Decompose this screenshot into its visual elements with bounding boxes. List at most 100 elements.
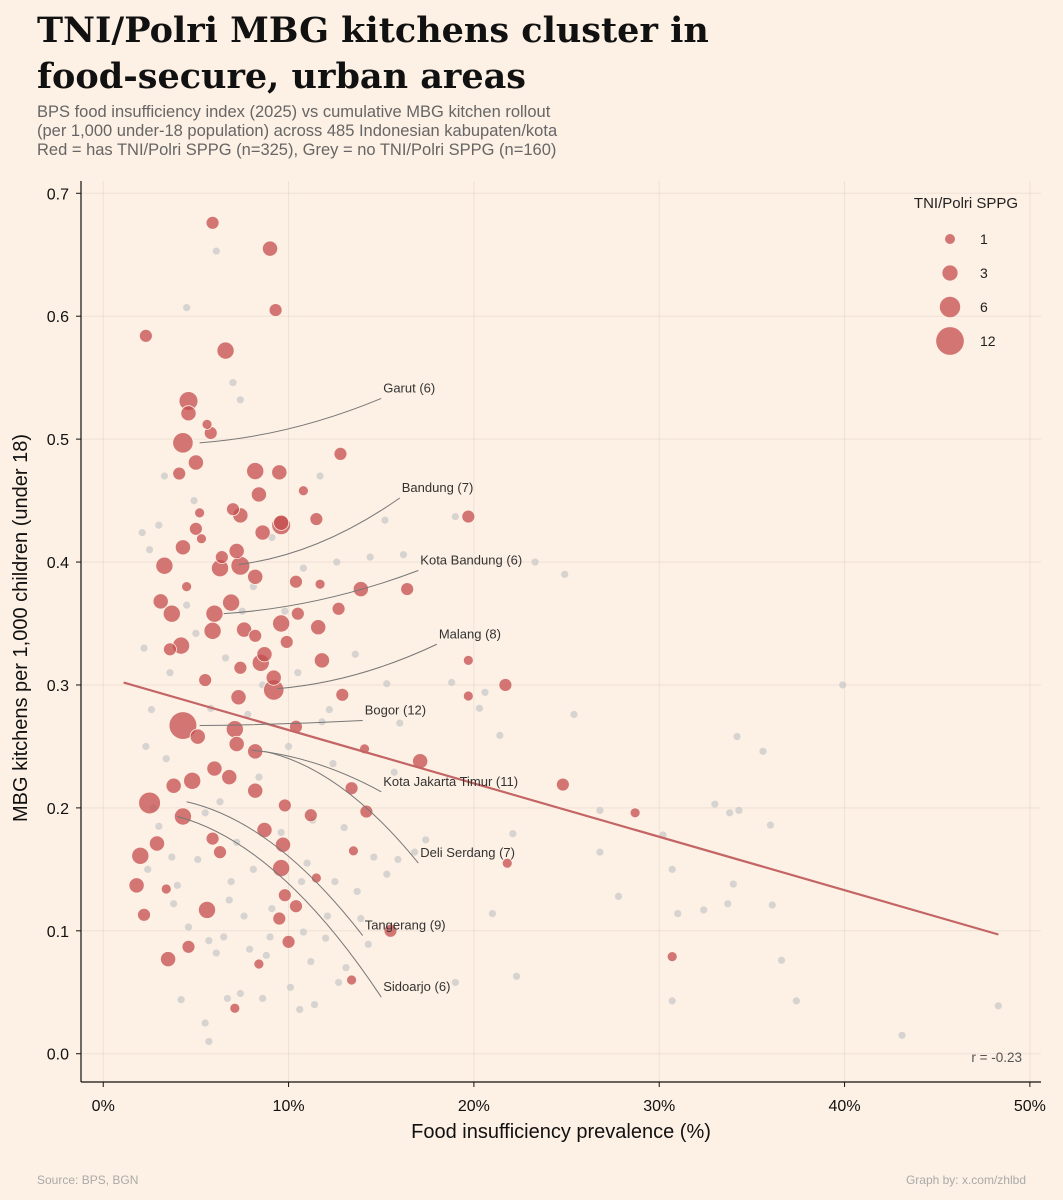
red-data-point (247, 782, 264, 799)
red-data-point (206, 760, 223, 777)
grey-data-point (475, 704, 484, 712)
red-data-point (261, 240, 279, 257)
grey-data-point (297, 878, 306, 886)
red-data-point (335, 687, 350, 702)
red-data-point (230, 689, 247, 706)
annotation-leader-line (177, 816, 382, 998)
grey-data-point (212, 949, 220, 957)
grey-data-point (144, 865, 152, 873)
grey-data-point (145, 546, 154, 554)
red-data-point (233, 660, 248, 675)
red-data-point (461, 509, 476, 524)
grey-data-point (205, 1037, 213, 1046)
x-tick-label: 0% (92, 1098, 115, 1115)
annotation-label: Sidoarjo (6) (383, 979, 450, 994)
red-data-point (331, 601, 346, 616)
red-data-point (181, 581, 193, 593)
red-data-point (160, 951, 177, 968)
red-data-point (309, 512, 324, 526)
red-data-point (310, 872, 322, 884)
x-tick-label: 20% (458, 1098, 490, 1115)
red-data-point (173, 807, 192, 826)
red-data-point (246, 462, 265, 481)
grey-data-point (227, 878, 235, 886)
red-data-point (205, 831, 220, 846)
red-points-layer (128, 215, 678, 1014)
grey-data-point (246, 945, 254, 953)
red-data-point (198, 673, 213, 687)
grey-points-layer (138, 247, 1002, 1046)
y-tick-label: 0.1 (47, 924, 69, 941)
legend-marker (936, 327, 964, 355)
grey-data-point (277, 828, 285, 837)
annotation-leader-line (186, 801, 364, 936)
grey-data-point (286, 983, 295, 991)
grey-data-point (299, 928, 307, 936)
red-data-point (333, 446, 348, 461)
grey-data-point (255, 773, 263, 781)
annotation-leader-line (223, 570, 419, 615)
grey-data-point (399, 551, 408, 559)
grey-data-point (170, 900, 178, 908)
red-data-point (228, 542, 245, 560)
grey-data-point (561, 570, 569, 578)
grey-data-point (262, 951, 270, 959)
red-data-point (221, 769, 238, 786)
annotation-label: Bogor (12) (365, 702, 426, 717)
grey-data-point (138, 528, 146, 537)
legend-label: 1 (980, 231, 988, 247)
legend-label: 12 (980, 333, 996, 349)
credit-note: Graph by: x.com/zhlbd (905, 1173, 1026, 1187)
annotation-label: Tangerang (9) (365, 918, 446, 933)
annotation-leader-line (199, 397, 382, 444)
legend-marker (942, 265, 958, 281)
grey-data-point (216, 798, 224, 806)
grey-data-point (596, 848, 604, 856)
red-data-point (216, 341, 235, 360)
y-tick-label: 0.7 (47, 186, 69, 203)
correlation-label: r = -0.23 (971, 1050, 1022, 1065)
grey-data-point (614, 892, 623, 900)
grey-data-point (183, 601, 191, 609)
grey-data-point (357, 914, 365, 923)
annotation-leader-line (264, 750, 419, 864)
title-line-2: food-secure, urban areas (37, 56, 526, 97)
grey-data-point (839, 681, 847, 689)
grey-data-point (299, 564, 307, 572)
grey-data-point (325, 705, 333, 714)
grey-data-point (448, 678, 456, 687)
red-data-point (228, 735, 245, 753)
grey-data-point (768, 901, 776, 909)
red-data-point (226, 502, 240, 517)
legend-label: 6 (980, 299, 988, 315)
legend-marker (939, 296, 961, 318)
grey-data-point (266, 933, 274, 941)
red-data-point (203, 621, 222, 640)
grey-data-point (488, 910, 497, 918)
title-line-1: TNI/Polri MBG kitchens cluster in (37, 10, 709, 51)
grey-data-point (322, 934, 330, 942)
red-data-point (189, 728, 206, 745)
grey-data-point (192, 629, 200, 637)
red-data-point (194, 507, 206, 519)
red-data-point (256, 646, 273, 663)
grey-data-point (268, 533, 276, 542)
red-data-point (253, 958, 265, 970)
red-data-point (230, 555, 251, 576)
grey-data-point (212, 247, 220, 255)
red-data-point (348, 845, 359, 857)
red-data-point (181, 939, 196, 954)
source-note: Source: BPS, BGN (37, 1173, 139, 1187)
grey-data-point (674, 910, 682, 918)
grey-data-point (331, 878, 339, 886)
grey-data-point (451, 978, 459, 987)
grey-data-point (323, 912, 332, 920)
grey-data-point (318, 718, 326, 726)
grey-data-point (296, 1005, 304, 1014)
grey-data-point (147, 705, 156, 714)
grey-data-point (342, 964, 350, 972)
grey-data-point (766, 821, 775, 829)
grey-data-point (162, 755, 170, 763)
grey-data-point (509, 830, 517, 838)
